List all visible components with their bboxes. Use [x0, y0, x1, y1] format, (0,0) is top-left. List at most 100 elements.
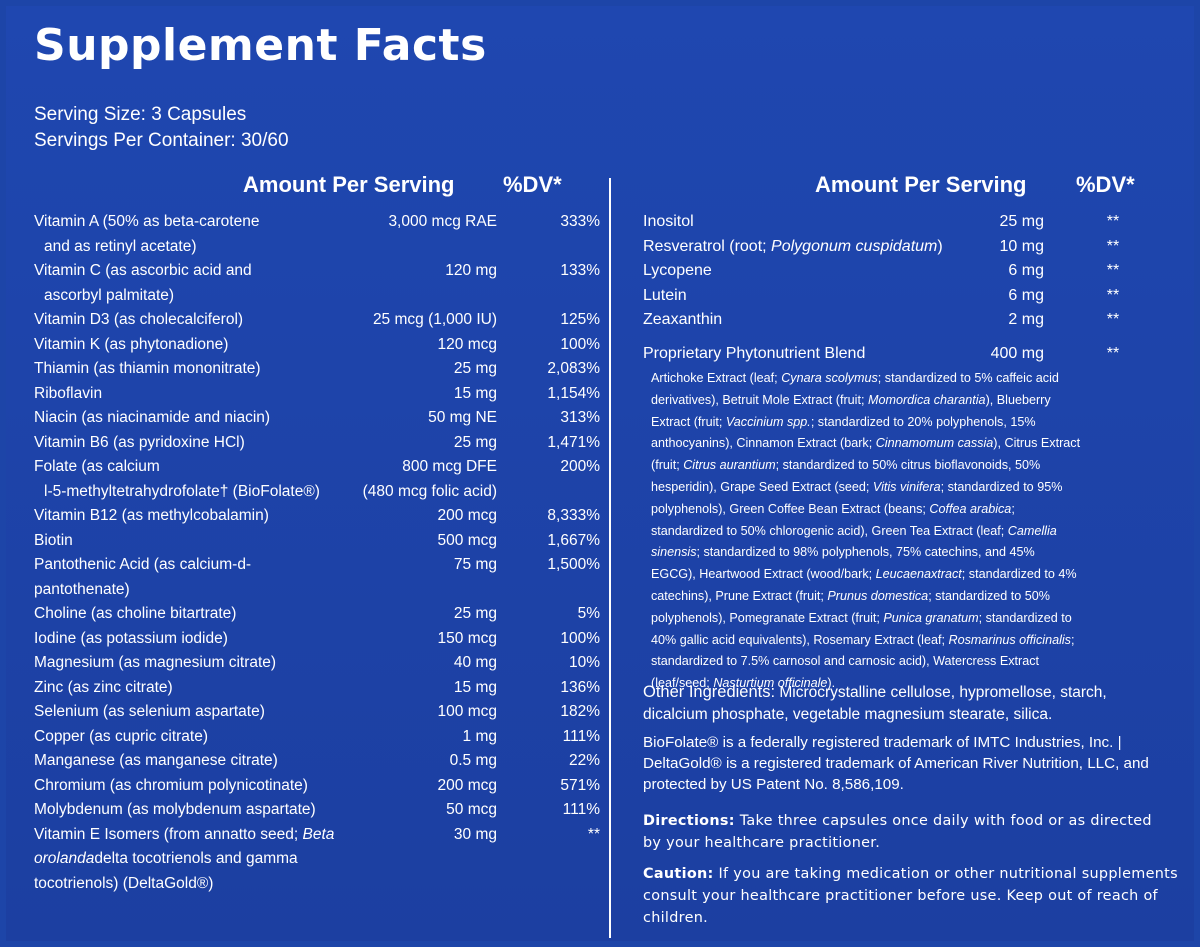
botanical-name: Leucaenaxtract: [875, 567, 962, 582]
caution: Caution: If you are taking medication or…: [643, 863, 1188, 929]
nutrient-row: Pantothenic Acid (as calcium-d-pantothen…: [34, 553, 600, 602]
nutrient-name: Vitamin E Isomers (from annatto seed; Be…: [34, 823, 364, 848]
nutrient-name-italic: orolanda: [34, 850, 95, 867]
nutrient-row: Vitamin D3 (as cholecalciferol) 25 mcg (1…: [34, 308, 600, 333]
caution-text: If you are taking medication or other nu…: [643, 866, 1178, 926]
nutrient-name: Selenium (as selenium aspartate): [34, 703, 265, 720]
nutrient-name-part: delta tocotrienols and gamma: [94, 850, 298, 867]
nutrient-name: Magnesium (as magnesium citrate): [34, 654, 277, 671]
nutrient-name: Choline (as choline bitartrate): [34, 605, 237, 622]
botanical-name: Citrus aurantium: [683, 458, 776, 473]
nutrient-dv: 1,667%: [547, 531, 600, 549]
blend-text-part: ), Blueberry Extract (fruit;: [651, 392, 1051, 429]
nutrient-dv: 10%: [568, 654, 600, 671]
nutrient-name-part: Resveratrol (root;: [643, 237, 772, 255]
nutrient-row: Vitamin C (as ascorbic acid and ascorbyl …: [34, 259, 600, 308]
blend-amount: 400 mg: [990, 344, 1044, 362]
nutrient-amount: 200 mcg: [437, 776, 497, 794]
nutrient-dv: 1,500%: [547, 556, 600, 573]
nutrient-name-detail: ascorbyl palmitate): [44, 286, 175, 304]
nutrient-row: Thiamin (as thiamin mononitrate) 25 mg 2,0…: [34, 357, 600, 382]
nutrient-name-detail: tocotrienols) (DeltaGold®): [34, 874, 214, 892]
directions-label: Directions:: [643, 813, 735, 829]
botanical-name: Rosmarinus officinalis: [948, 632, 1071, 647]
page-title: Supplement Facts: [34, 20, 487, 71]
nutrient-name: Iodine (as potassium iodide): [34, 629, 228, 647]
blend-text-part: ; standardized to 7.5% carnosol and carn…: [651, 632, 1075, 691]
nutrient-name: Vitamin A (50% as beta-carotene: [34, 213, 260, 230]
nutrient-amount: 6 mg: [1008, 286, 1044, 304]
nutrient-name-italic: Polygonum cuspidatum: [771, 237, 938, 255]
nutrient-amount: 15 mg: [453, 384, 497, 402]
nutrient-row: Iodine (as potassium iodide) 150 mcg 100%: [34, 627, 600, 652]
botanical-name: Cinnamomum cassia: [875, 436, 994, 451]
nutrient-dv: 133%: [560, 262, 600, 279]
nutrient-name-part: Lycopene: [643, 262, 712, 279]
nutrient-row: Selenium (as selenium aspartate) 100 mcg 1…: [34, 700, 600, 725]
blend-text-part: ; standardized to 5% caffeic acid deriva…: [651, 371, 1059, 407]
nutrient-name: Biotin: [34, 531, 73, 549]
nutrient-row: Chromium (as chromium polynicotinate) 200…: [34, 774, 600, 799]
nutrient-amount: 800 mcg DFE: [402, 458, 497, 475]
nutrient-amount: 50 mcg: [446, 801, 497, 818]
other-ingredients-text: Microcrystalline cellulose, hypromellose…: [643, 684, 1107, 723]
nutrient-amount: 0.5 mg: [449, 752, 497, 769]
nutrient-amount: 25 mg: [453, 433, 497, 451]
nutrient-dv: 313%: [560, 409, 600, 426]
directions: Directions: Take three capsules once dai…: [643, 810, 1173, 854]
botanical-name: Vaccinium spp.: [725, 414, 811, 429]
nutrient-row: Lutein 6 mg **: [643, 284, 1163, 309]
nutrient-dv: 22%: [568, 752, 600, 769]
nutrient-dv: 100%: [560, 335, 600, 353]
blend-text-part: ; standardized to 50% citrus bioflavonoi…: [651, 458, 1041, 494]
nutrient-row: Vitamin B12 (as methylcobalamin) 200 mcg 8…: [34, 504, 600, 529]
nutrient-dv: 1,154%: [547, 384, 600, 402]
other-ingredients: Other Ingredients: Microcrystalline cell…: [643, 682, 1163, 725]
nutrient-dv: **: [1106, 262, 1120, 279]
nutrient-name: Vitamin C (as ascorbic acid and: [34, 262, 252, 279]
nutrient-dv: 100%: [560, 629, 600, 647]
nutrient-row: Zinc (as zinc citrate) 15 mg 136%: [34, 676, 600, 701]
nutrient-dv: 8,333%: [547, 507, 600, 524]
nutrient-amount: 100 mcg: [437, 703, 497, 720]
nutrient-dv: 182%: [560, 703, 600, 720]
nutrient-amount: 40 mg: [453, 654, 497, 671]
blend-ingredients: Artichoke Extract (leaf; Cynara scolymus…: [651, 368, 1081, 695]
blend-text-part: ; standardized to 50% chlorogenic acid),…: [651, 501, 1015, 538]
botanical-name: Cynara scolymus: [781, 371, 878, 385]
nutrient-name-detail: l-5-methyltetrahydrofolate† (BioFolate®): [44, 482, 320, 500]
nutrient-dv: **: [1106, 311, 1120, 328]
nutrient-row: Riboflavin 15 mg 1,154%: [34, 382, 600, 407]
servings-per-container: Servings Per Container: 30/60: [34, 130, 289, 151]
botanical-name: Momordica charantia: [867, 392, 986, 407]
nutrient-name: Manganese (as manganese citrate): [34, 752, 278, 769]
right-nutrient-list: Inositol 25 mg ** Resveratrol (root; Polygo…: [643, 210, 1163, 366]
nutrient-amount: 120 mg: [445, 262, 497, 279]
nutrient-dv: 125%: [560, 311, 600, 328]
blend-text-part: ; standardized to 4% catechins), Prune E…: [651, 567, 1077, 603]
nutrient-dv: 1,471%: [547, 433, 600, 451]
right-dv-header: %DV*: [1076, 172, 1135, 197]
blend-text-part: ; standardized to 20% polyphenols, 15% a…: [651, 414, 1036, 451]
nutrient-row: Biotin 500 mcg 1,667%: [34, 529, 600, 554]
botanical-name: Prunus domestica: [827, 588, 929, 603]
nutrient-name: Lutein: [643, 287, 687, 304]
nutrient-amount: 50 mg NE: [428, 409, 497, 426]
nutrient-row: Vitamin B6 (as pyridoxine HCl) 25 mg 1,471…: [34, 431, 600, 456]
nutrient-dv: **: [1106, 213, 1120, 230]
nutrient-amount: 6 mg: [1008, 262, 1044, 279]
nutrient-dv: 136%: [560, 678, 600, 696]
blend-text-part: ; standardized to 95% polyphenols), Gree…: [651, 479, 1063, 516]
nutrient-row: Vitamin A (50% as beta-carotene and as re…: [34, 210, 600, 259]
nutrient-name: Riboflavin: [34, 384, 103, 402]
nutrient-amount: 25 mcg (1,000 IU): [372, 311, 497, 328]
nutrient-name-italic: Beta: [302, 825, 335, 843]
nutrient-amount-detail: (480 mcg folic acid): [362, 482, 497, 500]
botanical-name: Punica granatum: [883, 610, 979, 625]
nutrient-dv: 111%: [562, 801, 600, 818]
nutrient-amount: 25 mg: [453, 605, 497, 622]
nutrient-name: Pantothenic Acid (as calcium-d-pantothen…: [34, 556, 252, 598]
nutrient-row: Vitamin E Isomers (from annatto seed; Be…: [34, 823, 600, 897]
nutrient-row: Lycopene 6 mg **: [643, 259, 1163, 284]
nutrient-dv: 111%: [562, 727, 600, 745]
